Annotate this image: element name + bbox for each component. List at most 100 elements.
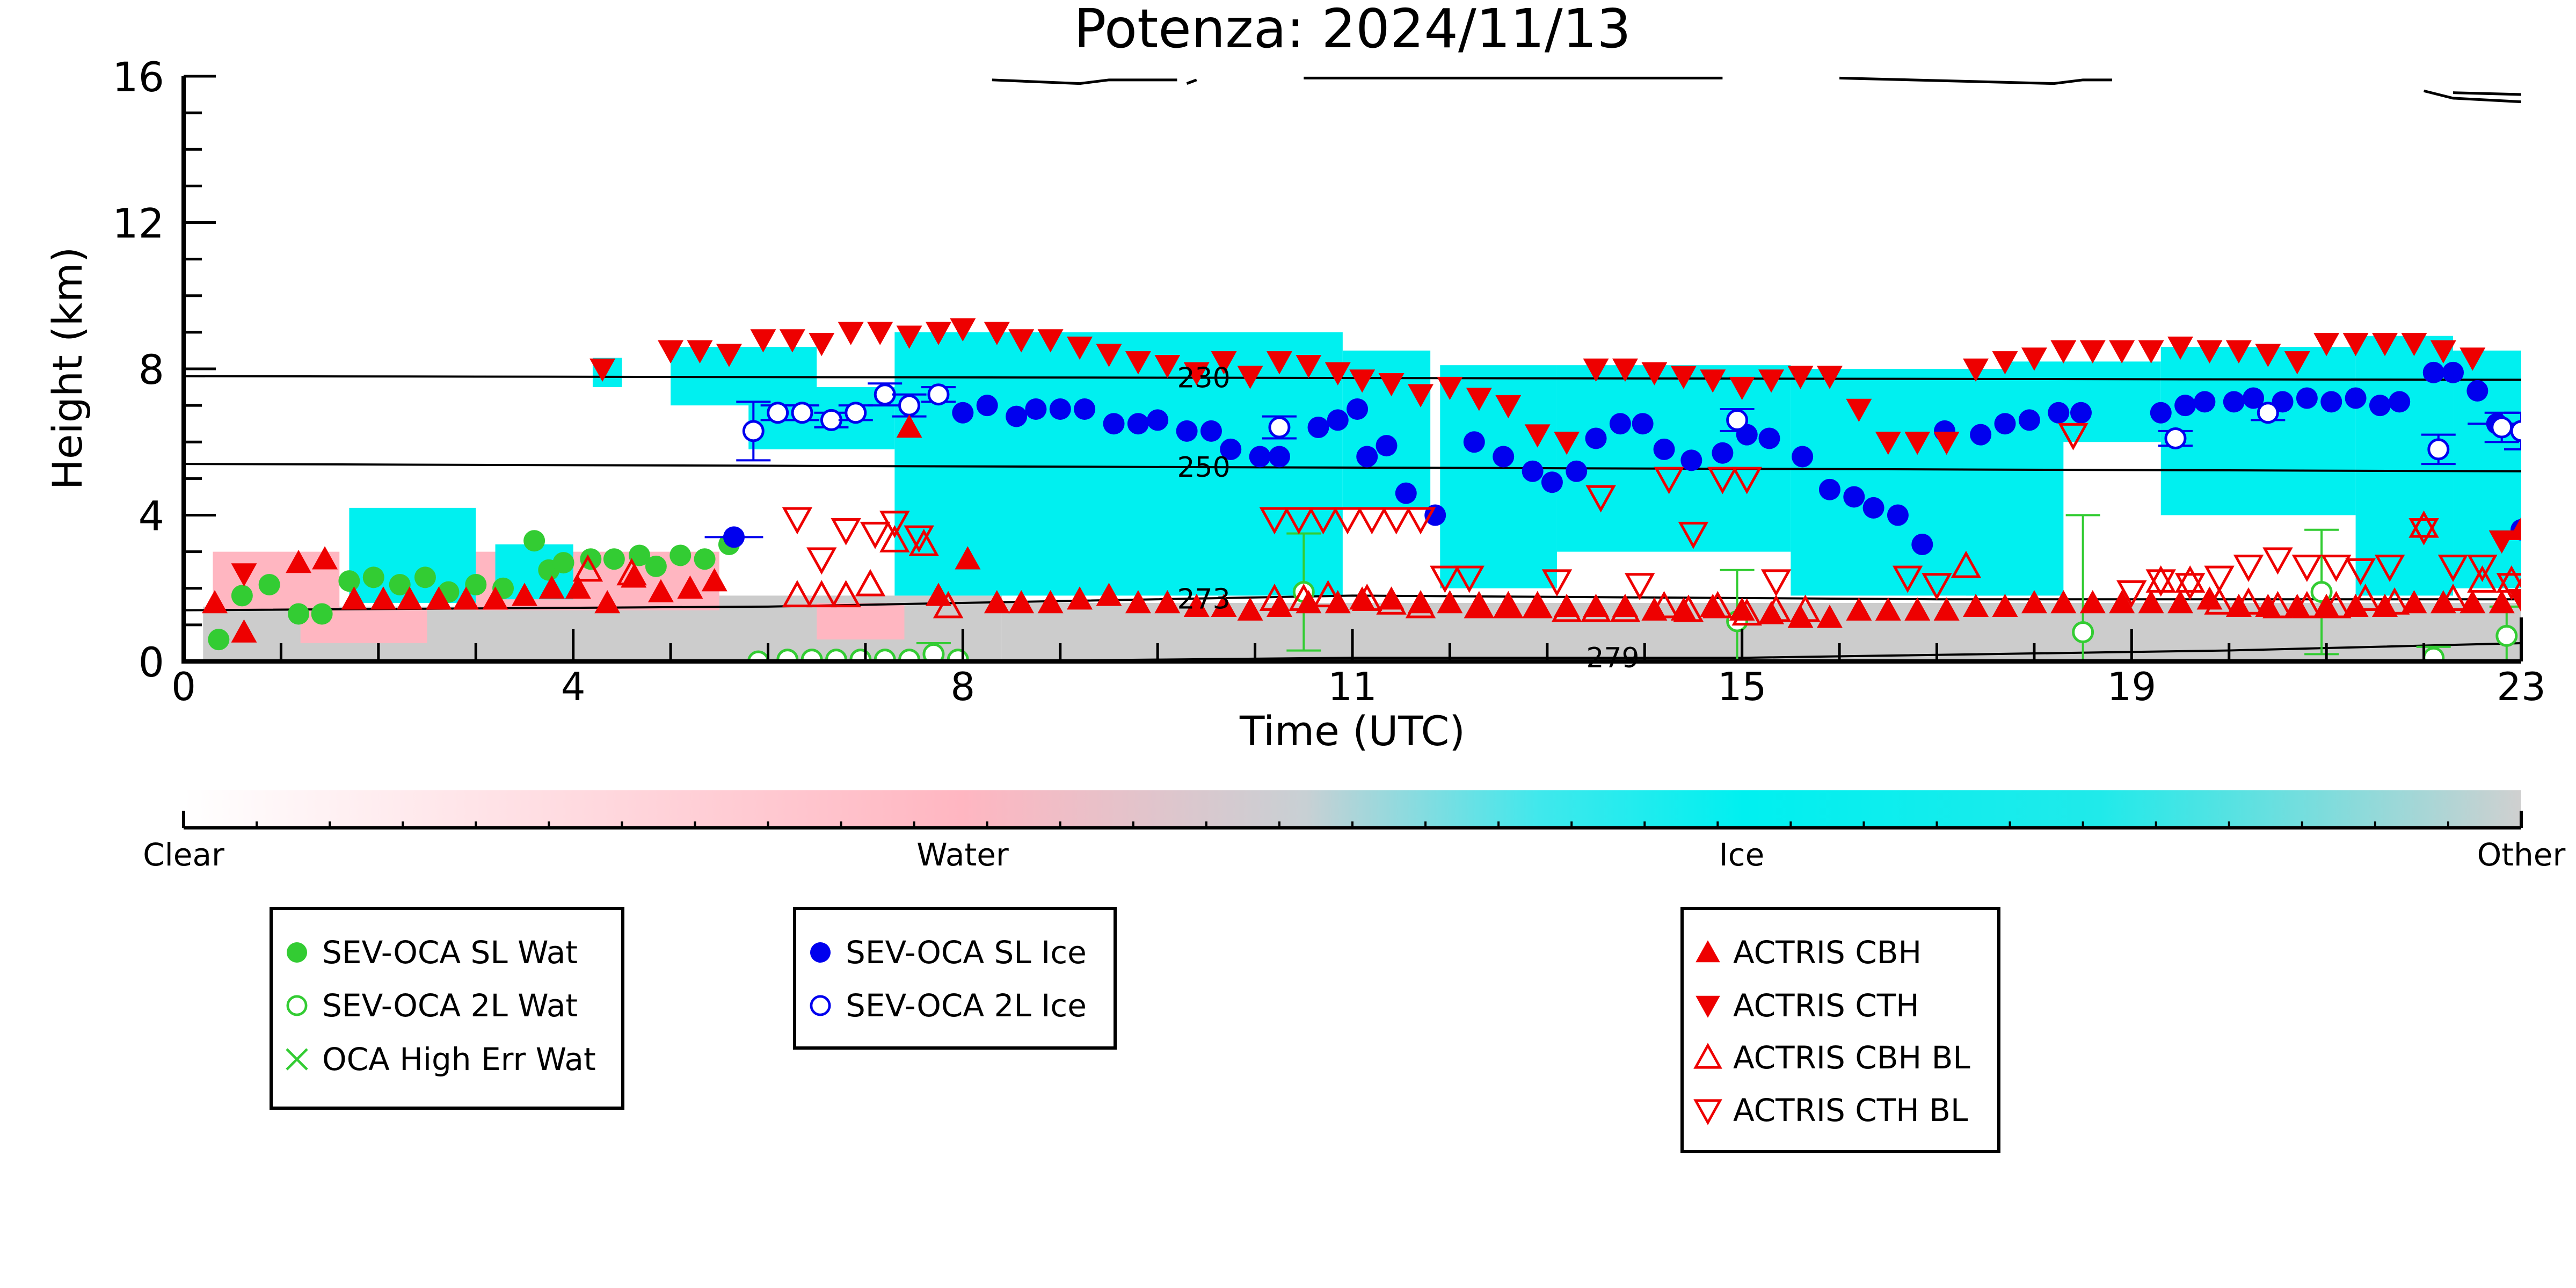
data-point <box>1378 373 1405 397</box>
data-point <box>927 383 950 406</box>
data-point <box>782 507 813 535</box>
data-point <box>511 583 537 606</box>
data-point <box>1875 432 1901 455</box>
y-ticks: 0 4 8 12 16 <box>112 53 216 686</box>
data-point <box>687 340 713 363</box>
data-point <box>1609 413 1631 435</box>
data-point <box>286 550 312 573</box>
x-tick-label: 4 <box>561 664 586 709</box>
data-point <box>2243 387 2265 409</box>
data-point <box>362 566 384 588</box>
isotherm-label-273: 273 <box>1177 584 1230 616</box>
data-point <box>2167 336 2194 360</box>
legend-box <box>1680 907 2000 1153</box>
legend-marker <box>810 942 831 963</box>
data-point <box>1220 438 1242 460</box>
data-point <box>1067 586 1093 610</box>
data-point <box>2257 402 2279 424</box>
data-point <box>572 554 603 582</box>
colorbar-ticks <box>256 821 2449 828</box>
data-point <box>2018 409 2040 431</box>
data-point <box>1283 507 1314 535</box>
data-point <box>1994 413 2016 435</box>
data-point <box>1649 591 1679 618</box>
data-point <box>2313 593 2340 617</box>
data-point <box>1843 486 1865 508</box>
data-point <box>950 318 976 342</box>
data-point <box>1818 478 1840 500</box>
legend-actris: ACTRIS CBH ACTRIS CTH ACTRIS CBH BL ACTR… <box>1680 907 2000 1153</box>
data-point <box>1183 593 1210 617</box>
data-point <box>1792 446 1814 468</box>
data-point <box>1653 438 1675 460</box>
data-point <box>2291 591 2323 618</box>
data-point <box>2079 590 2106 614</box>
data-point <box>904 525 934 553</box>
data-point <box>1729 376 1755 401</box>
data-point <box>616 558 647 586</box>
data-point <box>1454 565 1485 593</box>
data-point <box>2321 555 2352 583</box>
data-point <box>370 586 396 610</box>
data-point <box>1524 424 1551 448</box>
colorbar-label-other: Other <box>2477 836 2566 873</box>
data-point <box>2496 573 2521 601</box>
data-point <box>955 546 981 570</box>
data-point <box>1407 384 1433 407</box>
data-point <box>1025 398 1047 420</box>
data-point <box>1904 432 1931 455</box>
legend-marker-circle-filled <box>287 942 307 963</box>
data-point <box>2437 555 2469 583</box>
data-point <box>1700 369 1726 393</box>
data-point <box>580 548 602 570</box>
data-point <box>2374 555 2405 583</box>
data-point <box>1154 590 1181 614</box>
data-point <box>1654 467 1684 494</box>
data-point <box>2050 340 2077 363</box>
isotherm-label-279: 279 <box>1586 642 1639 674</box>
legend-marker-triangle-up-filled <box>1695 940 1720 963</box>
data-point <box>2313 333 2340 356</box>
data-point <box>1466 593 1492 617</box>
colorbar-label-clear: Clear <box>143 836 224 873</box>
data-point <box>1495 593 1522 617</box>
data-point <box>2389 391 2411 413</box>
data-point <box>1211 351 1237 375</box>
x-tick-label: 8 <box>950 664 975 709</box>
data-point <box>647 579 674 602</box>
data-point <box>258 573 280 595</box>
data-point <box>2408 518 2439 545</box>
data-point <box>1183 362 1210 385</box>
data-point <box>1790 594 1821 622</box>
data-point <box>670 544 692 566</box>
data-point <box>2196 586 2223 610</box>
data-point <box>860 521 891 549</box>
data-point <box>2372 333 2398 356</box>
data-point <box>2109 340 2135 363</box>
data-point <box>565 575 591 599</box>
data-point <box>1992 351 2018 375</box>
ice-region <box>2160 347 2356 515</box>
legend-marker-circle-filled <box>810 942 831 963</box>
legend-marker <box>286 1048 308 1071</box>
data-point <box>908 528 940 556</box>
legend-entry-sev-oca-2l-ice: SEV-OCA 2L Ice <box>846 987 1087 1024</box>
data-point <box>2495 624 2518 647</box>
legend-oca-ice: SEV-OCA SL Ice SEV-OCA 2L Ice <box>793 907 1117 1050</box>
data-point <box>311 603 333 625</box>
data-point <box>2196 340 2223 363</box>
data-point <box>677 575 703 599</box>
data-point <box>1641 362 1668 385</box>
data-point <box>1008 590 1035 614</box>
data-point <box>1376 587 1407 615</box>
data-point <box>1862 497 1884 519</box>
series-actris-cbh <box>202 414 2521 643</box>
data-point <box>2284 351 2310 375</box>
data-point <box>879 525 910 552</box>
legend-entry-actris-cbh-bl: ACTRIS CBH BL <box>1733 1039 1970 1076</box>
data-point <box>694 548 716 570</box>
isotherm-label-250: 250 <box>1177 452 1230 484</box>
data-point <box>1758 369 1785 393</box>
legend-box <box>270 907 624 1110</box>
data-point <box>2510 420 2521 442</box>
